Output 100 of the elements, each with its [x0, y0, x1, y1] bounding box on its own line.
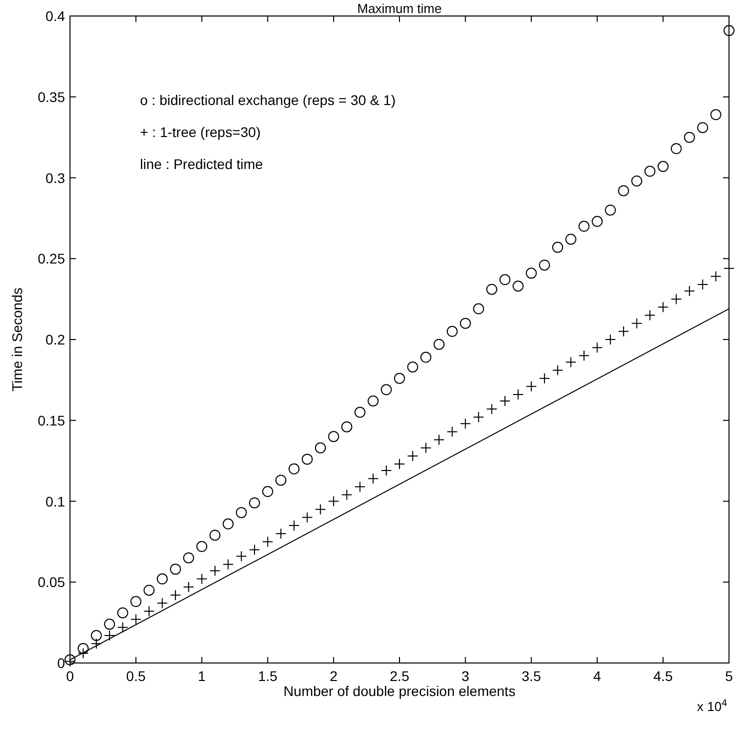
y-tick-label: 0.4: [46, 8, 66, 24]
point: [565, 234, 576, 245]
annotation: + : 1-tree (reps=30): [140, 124, 261, 140]
point: [170, 590, 181, 601]
point: [328, 496, 340, 507]
point: [578, 350, 590, 362]
point: [670, 294, 682, 305]
point: [209, 530, 220, 541]
point: [460, 318, 471, 329]
point: [117, 622, 128, 633]
point: [499, 274, 510, 286]
x-tick-label: 0.5: [126, 668, 146, 684]
point: [328, 431, 340, 442]
point: [156, 573, 168, 584]
point: [486, 284, 498, 295]
x-axis-title: Number of double precision elements: [284, 683, 516, 699]
point: [697, 122, 708, 134]
point: [170, 564, 181, 575]
point: [420, 352, 432, 363]
point: [604, 204, 616, 216]
point: [144, 606, 155, 617]
point: [117, 607, 128, 618]
chart-title: Maximum time: [357, 1, 442, 16]
point: [302, 512, 313, 523]
point: [78, 642, 89, 654]
y-tick-label: 0: [57, 655, 66, 671]
point: [631, 175, 642, 186]
point: [130, 596, 142, 608]
point: [236, 507, 247, 518]
point: [538, 260, 550, 271]
point: [288, 463, 300, 474]
y-axis-title: Time in Seconds: [9, 288, 25, 392]
point: [473, 412, 484, 423]
point: [538, 372, 550, 384]
point: [156, 598, 168, 609]
y-tick-label: 0.3: [46, 170, 66, 186]
x-tick-label: 3.5: [522, 668, 542, 684]
point: [552, 242, 564, 253]
point: [368, 473, 379, 484]
point: [658, 302, 669, 313]
point: [262, 536, 274, 548]
point: [90, 630, 102, 642]
point: [354, 406, 366, 418]
point: [446, 426, 458, 438]
y-tick-label: 0.15: [38, 412, 66, 428]
point: [354, 481, 366, 492]
point: [341, 421, 352, 432]
point: [249, 497, 260, 508]
point: [578, 220, 590, 232]
text: x 10$^{4}$: [696, 698, 728, 714]
point: [658, 160, 669, 172]
point: [618, 185, 630, 196]
point: [130, 614, 142, 625]
x-tick-label: 4.5: [653, 668, 674, 684]
point: [394, 372, 405, 384]
x-tick-label: 5: [725, 668, 734, 684]
point: [341, 489, 352, 500]
point: [526, 380, 537, 392]
point: [644, 166, 656, 177]
point: [552, 364, 564, 376]
point: [512, 280, 524, 292]
x-tick-label: 2: [330, 668, 338, 684]
point: [380, 384, 392, 396]
point: [262, 486, 274, 498]
point: [183, 552, 194, 564]
point: [407, 361, 418, 372]
point: [618, 326, 630, 337]
y-tick-label: 0.25: [38, 250, 66, 267]
point: [222, 518, 234, 530]
point: [434, 338, 445, 350]
annotation: line : Predicted time: [140, 156, 264, 172]
point: [222, 558, 234, 570]
point: [446, 326, 458, 337]
point: [236, 550, 247, 562]
point: [314, 442, 326, 454]
point: [275, 528, 286, 540]
point: [314, 504, 326, 515]
point: [644, 310, 656, 321]
x-tick-label: 3: [462, 668, 470, 684]
point: [473, 303, 484, 314]
point: [420, 442, 432, 454]
point: [592, 342, 603, 354]
x-tick-label: 1.5: [258, 668, 278, 684]
point: [724, 25, 734, 36]
y-tick-label: 0.1: [46, 493, 66, 510]
point: [710, 270, 722, 282]
point: [631, 318, 642, 329]
point: [460, 418, 471, 430]
point: [196, 573, 208, 584]
point: [592, 216, 603, 227]
point: [684, 132, 695, 143]
y-tick-label: 0.35: [38, 88, 66, 105]
y-tick-label: 0.05: [38, 574, 66, 590]
x-tick-label: 2.5: [390, 668, 410, 684]
point: [144, 584, 155, 596]
point: [565, 356, 576, 368]
point: [209, 565, 220, 576]
point: [710, 109, 722, 120]
annotation: o : bidirectional exchange (reps = 30 & 1): [140, 92, 396, 108]
point: [196, 541, 208, 552]
